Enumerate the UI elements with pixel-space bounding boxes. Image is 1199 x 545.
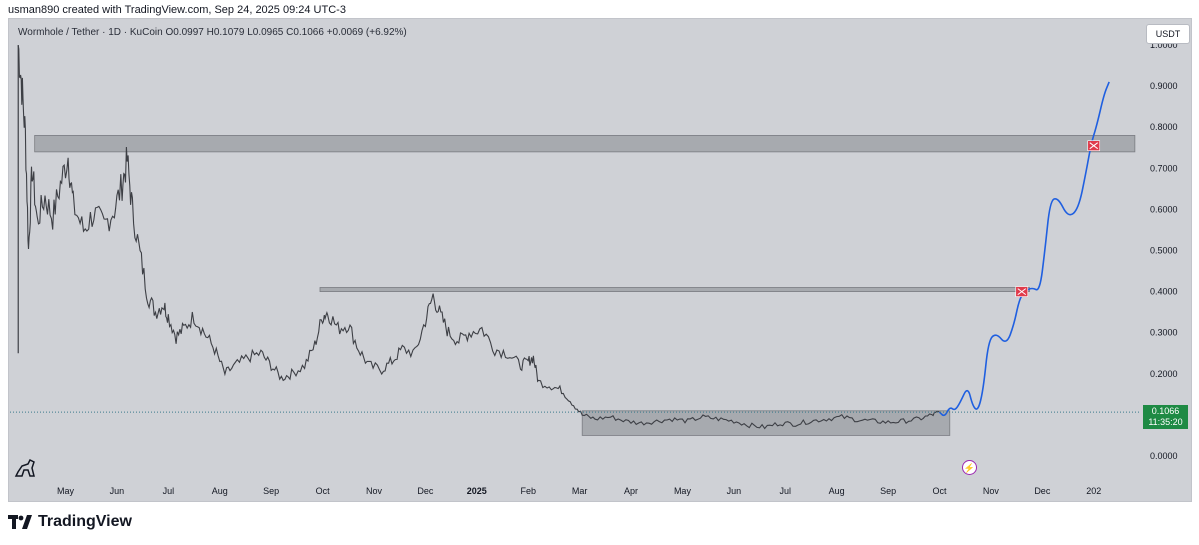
x-tick-label: Jun	[110, 486, 125, 496]
y-axis: 1.0000 0.9000 0.8000 0.7000 0.6000 0.5000 0.40…	[1150, 40, 1178, 461]
projection-line[interactable]	[938, 81, 1110, 417]
x-tick-label: Sep	[880, 486, 896, 496]
flash-icon[interactable]: ⚡	[962, 460, 977, 475]
y-tick-label: 0.8000	[1150, 122, 1178, 132]
x-tick-label: Dec	[417, 486, 434, 496]
last-price-value: 0.1066	[1151, 406, 1180, 416]
target-markers	[1015, 140, 1101, 297]
x-tick-label: Sep	[263, 486, 279, 496]
tradingview-brand[interactable]: TradingView	[8, 513, 132, 531]
x-tick-label: Jul	[780, 486, 792, 496]
y-tick-label: 0.7000	[1150, 163, 1178, 173]
target-2-flag-icon[interactable]	[1087, 140, 1101, 151]
zone-accumulation-range[interactable]	[581, 410, 951, 436]
tradingview-logo-icon	[8, 515, 32, 529]
x-tick-label: Mar	[572, 486, 588, 496]
y-tick-label: 0.0000	[1150, 451, 1178, 461]
y-tick-label: 0.5000	[1150, 246, 1178, 256]
y-tick-label: 0.4000	[1150, 287, 1178, 297]
x-tick-label: Nov	[983, 486, 1000, 496]
x-tick-label: Dec	[1034, 486, 1051, 496]
zone-middle-resistance[interactable]	[319, 287, 1030, 292]
x-tick-label: Apr	[624, 486, 638, 496]
brand-name: TradingView	[38, 513, 132, 530]
y-tick-label: 0.2000	[1150, 369, 1178, 379]
x-tick-label: 202	[1086, 486, 1101, 496]
y-tick-label: 0.6000	[1150, 204, 1178, 214]
candle-countdown: 11:35:20	[1148, 417, 1183, 427]
price-line	[17, 45, 940, 430]
x-tick-label: May	[674, 486, 692, 496]
y-tick-label: 0.9000	[1150, 81, 1178, 91]
x-tick-label: Feb	[520, 486, 536, 496]
x-tick-label: 2025	[467, 486, 487, 496]
x-tick-label: Aug	[212, 486, 228, 496]
x-tick-label: Oct	[316, 486, 331, 496]
x-tick-label: Aug	[829, 486, 845, 496]
x-tick-label: Nov	[366, 486, 383, 496]
y-tick-label: 0.3000	[1150, 328, 1178, 338]
y-tick-label: 1.0000	[1150, 40, 1178, 50]
author-header: usman890 created with TradingView.com, S…	[8, 4, 346, 16]
x-tick-label: Oct	[932, 486, 947, 496]
currency-button[interactable]: USDT	[1146, 24, 1190, 44]
x-tick-label: Jun	[727, 486, 742, 496]
dinosaur-icon[interactable]	[14, 458, 40, 478]
symbol-legend[interactable]: Wormhole / Tether · 1D · KuCoin O0.0997 …	[18, 27, 407, 38]
price-series	[17, 45, 940, 430]
x-tick-label: May	[57, 486, 75, 496]
projection-series	[938, 81, 1110, 417]
zones	[34, 135, 1136, 436]
x-axis: May Jun Jul Aug Sep Oct Nov Dec 2025 Feb Mar Apr May…	[57, 486, 1101, 496]
last-price-tag: 0.1066 11:35:20	[1143, 405, 1188, 429]
target-1-flag-icon[interactable]	[1015, 286, 1029, 297]
x-tick-label: Jul	[163, 486, 175, 496]
zone-upper-resistance[interactable]	[34, 135, 1136, 153]
